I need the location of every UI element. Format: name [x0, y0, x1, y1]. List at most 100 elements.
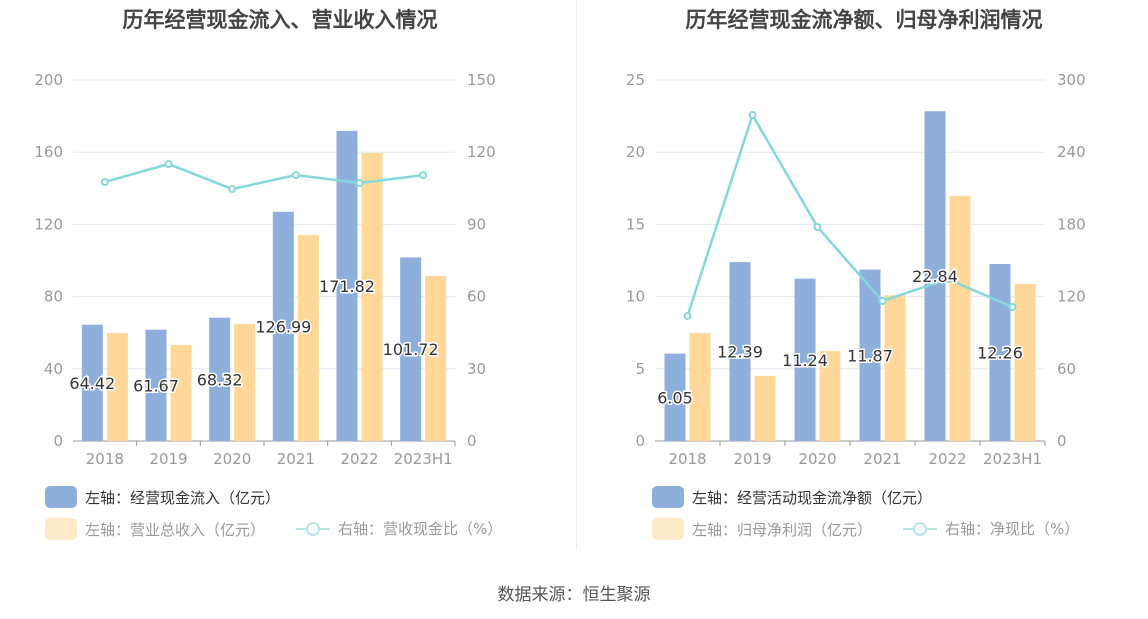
x-axis-label: 2021 — [863, 450, 901, 468]
right-axis-tick: 120 — [1057, 288, 1086, 306]
data-label: 64.42 — [69, 374, 115, 393]
left-axis-tick: 5 — [635, 360, 645, 378]
right-axis-tick: 120 — [467, 143, 496, 161]
left-axis-tick: 15 — [626, 215, 645, 233]
x-axis-label: 2018 — [668, 450, 706, 468]
legend-item-inflow[interactable]: 左轴：经营现金流入（亿元） — [45, 486, 280, 508]
right-axis-tick: 0 — [467, 432, 477, 450]
legend-label: 左轴：营业总收入（亿元） — [85, 520, 266, 539]
chart-title-right: 历年经营现金流净额、归母净利润情况 — [685, 8, 1043, 32]
ratio-point — [1008, 302, 1017, 311]
left-axis-tick: 160 — [34, 143, 63, 161]
x-axis-label: 2018 — [86, 450, 124, 468]
x-axis-label: 2022 — [928, 450, 966, 468]
data-label: 22.84 — [912, 267, 958, 286]
legend-label: 右轴：营收现金比（%） — [338, 520, 503, 538]
data-label: 11.87 — [847, 346, 893, 365]
bar-inflow — [81, 324, 103, 441]
divider — [576, 0, 577, 550]
left-axis-tick: 40 — [44, 360, 63, 378]
legend-item-profit[interactable]: 左轴：归母净利润（亿元） — [652, 518, 872, 540]
ratio-point — [355, 179, 364, 188]
legend-item-netflow[interactable]: 左轴：经营活动现金流净额（亿元） — [652, 486, 932, 508]
ratio-point — [419, 171, 428, 180]
ratio-point — [100, 178, 109, 187]
x-axis-label: 2021 — [277, 450, 315, 468]
bar-revenue — [425, 276, 447, 441]
ratio-point — [813, 223, 822, 232]
bar-inflow — [400, 257, 422, 441]
legend-item-revenue[interactable]: 左轴：营业总收入（亿元） — [45, 518, 265, 540]
bar-inflow — [272, 211, 294, 441]
left-axis-tick: 10 — [626, 288, 645, 306]
data-label: 171.82 — [319, 277, 375, 296]
bar-profit — [1014, 284, 1036, 441]
bar-inflow — [336, 130, 358, 441]
left-axis-tick: 0 — [53, 432, 63, 450]
bar-profit — [754, 376, 776, 441]
ratio-point — [228, 185, 237, 194]
bar-inflow — [209, 317, 231, 441]
ratio-point — [748, 111, 757, 120]
legend-label: 左轴：经营活动现金流净额（亿元） — [692, 488, 933, 507]
bar-revenue — [297, 235, 319, 441]
right-axis-tick: 0 — [1057, 432, 1067, 450]
left-axis-tick: 20 — [626, 143, 645, 161]
bar-revenue — [234, 324, 256, 441]
bar-revenue — [106, 333, 128, 441]
bar-profit — [819, 351, 841, 441]
ratio-point — [943, 275, 952, 284]
data-label: 11.24 — [782, 351, 828, 370]
left-axis-tick: 25 — [626, 71, 645, 89]
x-axis-label: 2020 — [213, 450, 251, 468]
x-axis-label: 2023H1 — [394, 450, 453, 468]
x-axis-label: 2019 — [733, 450, 771, 468]
bar-profit — [949, 195, 971, 441]
legend-label: 左轴：归母净利润（亿元） — [692, 520, 873, 539]
data-source: 数据来源：恒生聚源 — [497, 585, 651, 605]
x-axis-label: 2023H1 — [983, 450, 1042, 468]
left-axis-tick: 80 — [44, 288, 63, 306]
ratio-line — [104, 162, 424, 191]
x-axis-label: 2019 — [149, 450, 187, 468]
bar-netflow — [729, 262, 751, 441]
bar-netflow — [859, 269, 881, 441]
legend-swatch-blue — [652, 486, 684, 508]
data-label: 68.32 — [197, 370, 243, 389]
right-axis-tick: 300 — [1057, 71, 1086, 89]
bar-profit — [689, 332, 711, 441]
right-axis-tick: 240 — [1057, 143, 1086, 161]
right-axis-tick: 60 — [1057, 360, 1076, 378]
data-label: 12.39 — [717, 343, 763, 362]
line-marker-icon — [903, 521, 937, 536]
bar-inflow — [145, 329, 167, 441]
legend-item-ratio[interactable]: 右轴：营收现金比（%） — [296, 518, 502, 539]
ratio-point — [164, 159, 173, 168]
legend-label: 右轴：净现比（%） — [945, 520, 1080, 538]
bar-revenue — [361, 152, 383, 441]
right-axis-tick: 150 — [467, 71, 496, 89]
ratio-point — [878, 297, 887, 306]
bar-profit — [884, 295, 906, 441]
right-axis-tick: 60 — [467, 288, 486, 306]
legend-item-netratio[interactable]: 右轴：净现比（%） — [903, 518, 1079, 539]
left-axis-tick: 120 — [34, 215, 63, 233]
x-axis-label: 2020 — [798, 450, 836, 468]
legend-swatch-orange — [45, 518, 77, 540]
legend-swatch-orange — [652, 518, 684, 540]
data-label: 126.99 — [255, 317, 311, 336]
data-label: 61.67 — [133, 376, 179, 395]
bar-netflow — [664, 353, 686, 441]
data-label: 101.72 — [383, 340, 439, 359]
bar-revenue — [170, 344, 192, 441]
left-axis-tick: 200 — [34, 71, 63, 89]
bar-netflow — [924, 111, 946, 441]
bar-netflow — [989, 263, 1011, 441]
bar-netflow — [794, 278, 816, 441]
left-axis-tick: 0 — [635, 432, 645, 450]
legend-swatch-blue — [45, 486, 77, 508]
x-axis-label: 2022 — [340, 450, 378, 468]
legend-label: 左轴：经营现金流入（亿元） — [85, 488, 281, 507]
right-axis-tick: 180 — [1057, 215, 1086, 233]
